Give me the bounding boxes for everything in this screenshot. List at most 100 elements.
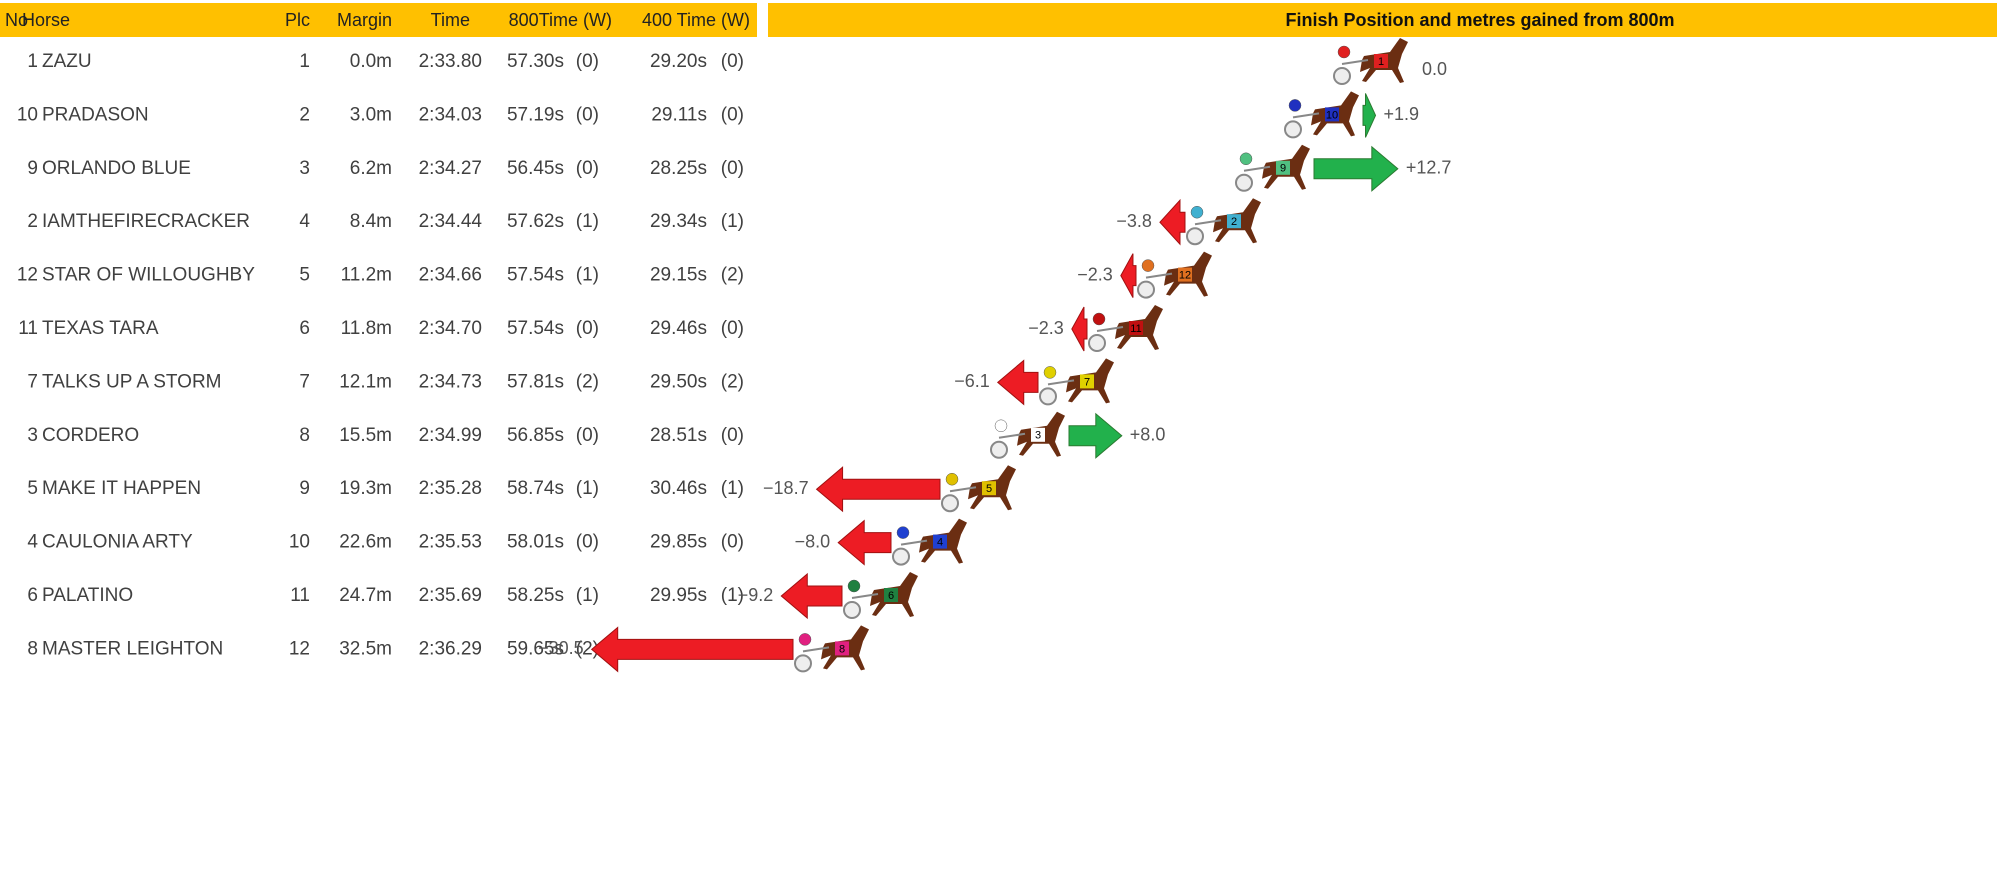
saddle-number: 8 bbox=[839, 643, 845, 655]
horse-icon: 10 bbox=[1285, 91, 1359, 137]
sulky-wheel bbox=[1334, 68, 1350, 84]
sulky-wheel bbox=[795, 655, 811, 671]
table-cell: 11 bbox=[290, 585, 310, 606]
sulky-wheel bbox=[1040, 388, 1056, 404]
table-cell: 4 bbox=[299, 211, 310, 232]
table-cell: ZAZU bbox=[42, 51, 92, 72]
saddle-number: 4 bbox=[937, 537, 943, 549]
table-cell: 0.0m bbox=[350, 51, 392, 72]
saddle-number: 2 bbox=[1231, 216, 1237, 228]
table-cell: 29.95s bbox=[650, 585, 707, 606]
table-cell: 4 bbox=[27, 532, 38, 553]
table-cell: (1) bbox=[576, 211, 599, 232]
table-cell: (0) bbox=[576, 158, 599, 179]
driver bbox=[1093, 313, 1105, 325]
table-cell: 11.8m bbox=[341, 318, 392, 339]
gain-label: −18.7 bbox=[763, 478, 809, 498]
table-cell: 57.54s bbox=[507, 265, 564, 286]
loss-arrow bbox=[998, 360, 1038, 404]
table-cell: 57.54s bbox=[507, 318, 564, 339]
table-cell: (0) bbox=[721, 425, 744, 446]
driver bbox=[897, 527, 909, 539]
table-cell: 2 bbox=[27, 211, 38, 232]
chart-title: Finish Position and metres gained from 8… bbox=[1285, 10, 1674, 30]
table-cell: (0) bbox=[721, 532, 744, 553]
driver bbox=[1240, 153, 1252, 165]
sulky-wheel bbox=[844, 602, 860, 618]
horse-icon: 8 bbox=[795, 625, 869, 671]
table-cell: 29.50s bbox=[650, 371, 707, 392]
table-cell: (1) bbox=[576, 585, 599, 606]
horse-icon: 12 bbox=[1138, 252, 1212, 298]
table-cell: 57.81s bbox=[507, 371, 564, 392]
column-header: 400 Time (W) bbox=[642, 10, 750, 30]
sulky-wheel bbox=[1138, 282, 1154, 298]
horse-icon: 5 bbox=[942, 465, 1016, 511]
table-cell: STAR OF WILLOUGHBY bbox=[42, 265, 255, 286]
table-cell: 56.45s bbox=[507, 158, 564, 179]
column-header: Time bbox=[431, 10, 470, 30]
table-cell: 2 bbox=[299, 104, 310, 125]
driver bbox=[995, 420, 1007, 432]
table-cell: 11.2m bbox=[341, 265, 392, 286]
sulky-wheel bbox=[1285, 121, 1301, 137]
gain-arrow bbox=[1069, 414, 1122, 458]
table-cell: 6 bbox=[27, 585, 38, 606]
saddle-number: 12 bbox=[1179, 270, 1191, 282]
loss-arrow bbox=[817, 467, 940, 511]
table-cell: 2:34.66 bbox=[419, 265, 482, 286]
table-cell: 29.20s bbox=[650, 51, 707, 72]
saddle-number: 11 bbox=[1130, 323, 1141, 335]
saddle-number: 1 bbox=[1378, 56, 1384, 68]
table-cell: 56.85s bbox=[507, 425, 564, 446]
gain-label: −9.2 bbox=[738, 585, 774, 605]
table-cell: (0) bbox=[576, 104, 599, 125]
driver bbox=[799, 633, 811, 645]
driver bbox=[946, 473, 958, 485]
table-cell: (0) bbox=[576, 532, 599, 553]
page: Finish Position and metres gained from 8… bbox=[0, 0, 1997, 871]
table-cell: 29.11s bbox=[651, 104, 707, 125]
table-cell: 57.19s bbox=[507, 104, 564, 125]
sulky-wheel bbox=[991, 442, 1007, 458]
table-cell: 58.25s bbox=[507, 585, 564, 606]
horse-icon: 9 bbox=[1236, 145, 1310, 191]
table-cell: 1 bbox=[299, 51, 310, 72]
table-cell: MASTER LEIGHTON bbox=[42, 638, 223, 659]
table-cell: 2:34.27 bbox=[419, 158, 482, 179]
table-cell: 7 bbox=[27, 371, 38, 392]
sulky-wheel bbox=[1187, 228, 1203, 244]
table-cell: 2:35.53 bbox=[419, 532, 482, 553]
gain-label: −6.1 bbox=[954, 371, 990, 391]
column-header: Margin bbox=[337, 10, 392, 30]
column-header: Horse bbox=[22, 10, 70, 30]
table-cell: (1) bbox=[721, 211, 744, 232]
horse-icon: 11 bbox=[1089, 305, 1163, 351]
table-cell: 3 bbox=[299, 158, 310, 179]
horse-icon: 1 bbox=[1334, 38, 1408, 84]
table-cell: 8 bbox=[299, 425, 310, 446]
table-cell: 9 bbox=[27, 158, 38, 179]
table-cell: PRADASON bbox=[42, 104, 149, 125]
table-cell: 12 bbox=[17, 265, 38, 286]
horse-icon: 4 bbox=[893, 519, 967, 565]
table-cell: (2) bbox=[576, 371, 599, 392]
table-cell: (0) bbox=[721, 318, 744, 339]
table-cell: 2:34.44 bbox=[419, 211, 483, 232]
table-cell: IAMTHEFIRECRACKER bbox=[42, 211, 250, 232]
table-cell: 12 bbox=[289, 638, 310, 659]
table-cell: TALKS UP A STORM bbox=[42, 371, 222, 392]
table-cell: 29.46s bbox=[650, 318, 707, 339]
saddle-number: 10 bbox=[1326, 109, 1338, 121]
driver bbox=[1191, 206, 1203, 218]
saddle-number: 7 bbox=[1084, 376, 1090, 388]
gain-arrow bbox=[1314, 147, 1398, 191]
table-cell: 2:36.29 bbox=[419, 638, 482, 659]
horse-icon: 6 bbox=[844, 572, 918, 618]
loss-arrow bbox=[592, 627, 793, 671]
table-cell: 5 bbox=[299, 265, 310, 286]
table-cell: 30.46s bbox=[650, 478, 707, 499]
table-cell: 1 bbox=[27, 51, 38, 72]
table-cell: 2:35.69 bbox=[419, 585, 482, 606]
table-cell: 12.1m bbox=[339, 371, 392, 392]
